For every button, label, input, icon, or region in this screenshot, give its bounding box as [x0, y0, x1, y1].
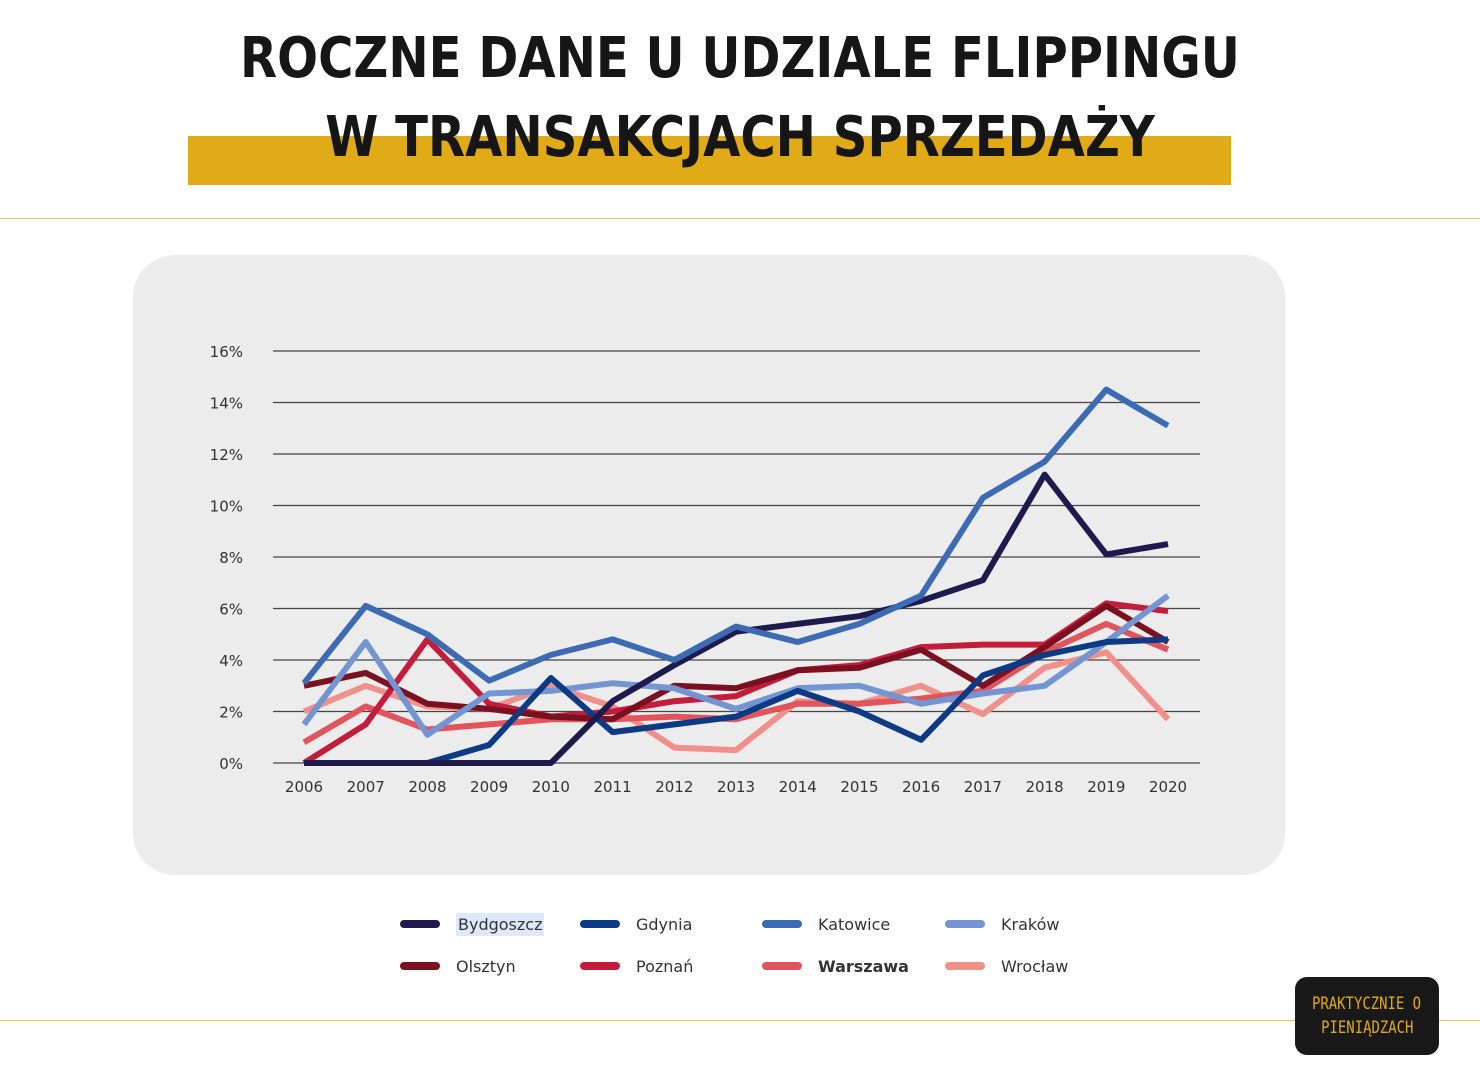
legend-label: Bydgoszcz — [456, 912, 545, 936]
brand-logo: PRAKTYCZNIE O PIENIĄDZACH — [1295, 977, 1439, 1055]
x-tick-label: 2009 — [470, 778, 508, 796]
x-tick-label: 2020 — [1149, 778, 1187, 796]
legend-swatch — [762, 920, 802, 928]
x-tick-label: 2016 — [902, 778, 940, 796]
y-tick-label: 16% — [210, 343, 243, 361]
legend-swatch — [580, 962, 620, 970]
legend-label: Poznań — [636, 956, 694, 976]
chart-panel: 0% 2% 4% 6% 8% 10% 12% 14% 16% 2006 2007 2008 2009 20… — [133, 255, 1285, 875]
x-tick-label: 2011 — [593, 778, 631, 796]
x-tick-label: 2006 — [285, 778, 323, 796]
legend-swatch — [762, 962, 802, 970]
series-line-katowice — [301, 386, 1170, 686]
legend-item-gdynia: Gdynia — [580, 909, 692, 939]
legend-label: Wrocław — [1001, 956, 1069, 976]
chart-legend: Bydgoszcz Gdynia Katowice Kraków Olsztyn Pozn… — [400, 905, 1160, 995]
x-tick-label: 2010 — [532, 778, 570, 796]
x-tick-label: 2013 — [717, 778, 755, 796]
y-tick-label: 4% — [219, 652, 243, 670]
series-line-gdynia — [304, 636, 1169, 766]
brand-logo-line-2: PIENIĄDZACH — [1320, 1018, 1414, 1038]
x-tick-label: 2019 — [1087, 778, 1125, 796]
legend-item-krakow: Kraków — [945, 909, 1059, 939]
legend-item-warszawa: Warszawa — [762, 951, 909, 981]
x-tick-label: 2012 — [655, 778, 693, 796]
series-line-krakow — [301, 593, 1170, 738]
y-tick-label: 10% — [210, 498, 243, 516]
y-tick-label: 8% — [219, 549, 243, 567]
x-tick-label: 2007 — [347, 778, 385, 796]
x-tick-label: 2018 — [1025, 778, 1063, 796]
x-tick-label: 2008 — [408, 778, 446, 796]
legend-label: Kraków — [1001, 914, 1060, 934]
legend-swatch — [580, 920, 620, 928]
series-line-bydgoszcz — [304, 471, 1169, 766]
series-line-poznan — [302, 600, 1169, 766]
y-tick-label: 0% — [219, 755, 243, 773]
x-tick-label: 2017 — [964, 778, 1002, 796]
line-chart: 0% 2% 4% 6% 8% 10% 12% 14% 16% 2006 2007 2008 2009 20… — [210, 343, 1200, 796]
x-tick-label: 2014 — [779, 778, 817, 796]
top-divider — [0, 218, 1480, 219]
legend-label: Olsztyn — [456, 956, 516, 976]
legend-swatch — [400, 962, 440, 970]
y-tick-label: 14% — [210, 395, 243, 413]
series-line-olsztyn — [303, 602, 1170, 723]
legend-item-wroclaw: Wrocław — [945, 951, 1068, 981]
legend-swatch — [945, 962, 985, 970]
page-title-line-1: ROCZNE DANE U UDZIALE FLIPPINGU — [240, 26, 1240, 91]
title-highlight-bar — [188, 136, 1231, 185]
legend-label: Gdynia — [636, 914, 693, 934]
page-title-line-2: W TRANSAKCJACH SPRZEDAŻY — [325, 105, 1155, 170]
legend-item-bydgoszcz: Bydgoszcz — [400, 909, 545, 939]
legend-swatch — [945, 920, 985, 928]
brand-logo-line-1: PRAKTYCZNIE O — [1312, 994, 1422, 1014]
legend-item-olsztyn: Olsztyn — [400, 951, 516, 981]
title-block: ROCZNE DANE U UDZIALE FLIPPINGU W TRANSA… — [0, 0, 1480, 200]
x-tick-label: 2015 — [840, 778, 878, 796]
y-tick-label: 12% — [210, 446, 243, 464]
legend-label: Warszawa — [818, 956, 909, 976]
y-tick-label: 2% — [219, 704, 243, 722]
y-tick-label: 6% — [219, 601, 243, 619]
legend-swatch — [400, 920, 440, 928]
legend-label: Katowice — [818, 914, 891, 934]
legend-item-katowice: Katowice — [762, 909, 890, 939]
bottom-divider — [0, 1020, 1480, 1021]
series-line-wroclaw — [302, 649, 1171, 754]
legend-item-poznan: Poznań — [580, 951, 693, 981]
